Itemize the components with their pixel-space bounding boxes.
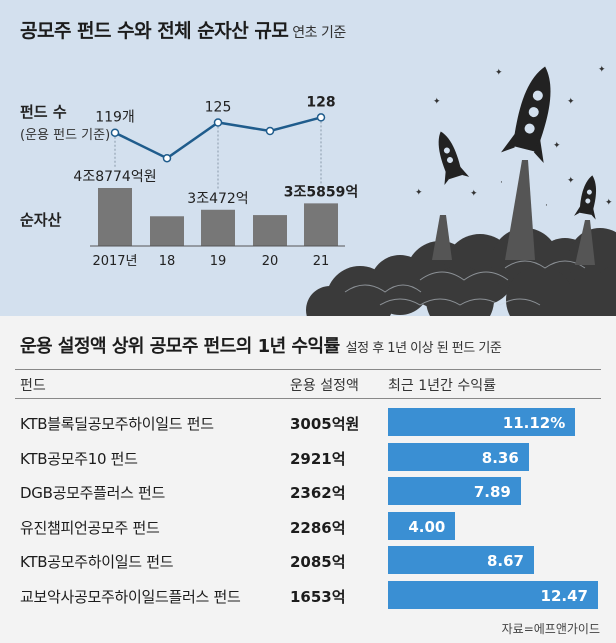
- table-title-note: 설정 후 1년 이상 된 펀드 기준: [345, 341, 502, 356]
- x-tick-label: 21: [313, 254, 330, 269]
- net-assets-value-label: 3조5859억: [284, 184, 358, 200]
- x-tick-label: 2017년: [92, 254, 137, 269]
- fund-name: KTB블록딜공모주하이일드 펀드: [20, 415, 214, 433]
- fund-count-note: (운용 펀드 기준): [20, 128, 111, 143]
- table-title-text: 운용 설정액 상위 공모주 펀드의 1년 수익률: [20, 336, 340, 357]
- return-value-label: 8.67: [486, 552, 524, 571]
- fund-amount: 2286억: [290, 518, 346, 537]
- fund-count-label: 펀드 수: [20, 103, 67, 121]
- table-row: 교보악사공모주하이일드플러스 펀드 1653억 12.47: [0, 578, 616, 612]
- svg-text:·: ·: [500, 178, 503, 188]
- svg-text:✦: ✦: [415, 188, 423, 198]
- fund-amount: 3005억원: [290, 415, 360, 433]
- fund-amount: 2921억: [290, 449, 346, 468]
- rocket-illustration: ✦ ✦ ✦ ✦ ✦ ✦ ✦ ✦ ✦ · ·: [306, 65, 616, 316]
- net-assets-value-label: 3조472억: [187, 191, 248, 207]
- svg-text:✦: ✦: [567, 176, 575, 186]
- fund-count-value-label: 125: [205, 100, 232, 116]
- net-assets-bar: [201, 209, 235, 246]
- table-row: 유진챔피언공모주 펀드 2286억 4.00: [0, 509, 616, 543]
- return-value-label: 4.00: [408, 517, 446, 536]
- table-row: KTB블록딜공모주하이일드 펀드 3005억원 11.12%: [0, 405, 616, 439]
- fund-count-point: [162, 153, 172, 163]
- return-bar: [388, 581, 598, 609]
- x-tick-label: 20: [262, 254, 279, 269]
- net-assets-bar: [253, 215, 287, 246]
- table-row: DGB공모주플러스 펀드 2362억 7.89: [0, 474, 616, 508]
- table-row: KTB공모주하이일드 펀드 2085억 8.67: [0, 543, 616, 577]
- net-assets-value-label: 4조8774억원: [73, 169, 156, 185]
- col-header-fund: 펀드: [20, 378, 46, 394]
- return-bar: [388, 511, 456, 540]
- svg-text:✦: ✦: [470, 189, 478, 199]
- fund-amount: 2362억: [290, 484, 346, 503]
- return-value-label: 12.47: [540, 587, 588, 605]
- source-note: 자료=에프앤가이드: [501, 622, 600, 636]
- col-header-amount: 운용 설정액: [290, 378, 359, 394]
- return-value-label: 7.89: [473, 483, 511, 502]
- x-tick-label: 18: [159, 254, 176, 269]
- return-bar: [388, 546, 534, 575]
- fund-count-point: [265, 126, 275, 136]
- fund-amount: 1653억: [290, 588, 346, 606]
- fund-name: KTB공모주하이일드 펀드: [20, 553, 174, 572]
- net-assets-bar: [304, 203, 338, 246]
- svg-text:✦: ✦: [598, 65, 606, 75]
- header-top-rule: [15, 369, 601, 370]
- chart-title-note: 연초 기준: [292, 25, 346, 41]
- net-assets-label: 순자산: [20, 211, 62, 229]
- fund-name: 교보악사공모주하이일드플러스 펀드: [20, 588, 241, 606]
- table-title: 운용 설정액 상위 공모주 펀드의 1년 수익률 설정 후 1년 이상 된 펀드 …: [20, 332, 502, 358]
- col-header-return: 최근 1년간 수익률: [388, 378, 496, 394]
- fund-name: KTB공모주10 펀드: [20, 449, 138, 468]
- fund-count-point: [213, 118, 223, 127]
- table-row: KTB공모주10 펀드 2921억 8.36: [0, 440, 616, 474]
- chart-title-text: 공모주 펀드 수와 전체 순자산 규모: [20, 20, 289, 42]
- return-bar: [388, 408, 576, 436]
- net-assets-bar: [98, 188, 132, 246]
- header-bottom-rule: [15, 398, 601, 399]
- svg-text:✦: ✦: [553, 141, 561, 151]
- fund-count-value-label: 119개: [95, 110, 135, 126]
- svg-text:✦: ✦: [495, 68, 503, 78]
- fund-name: 유진챔피언공모주 펀드: [20, 518, 160, 537]
- fund-count-value-label: 128: [306, 94, 335, 110]
- top-panel: 공모주 펀드 수와 전체 순자산 규모 연초 기준: [0, 0, 616, 316]
- chart-title: 공모주 펀드 수와 전체 순자산 규모 연초 기준: [20, 16, 346, 43]
- net-assets-bar: [150, 216, 184, 246]
- svg-text:✦: ✦: [433, 97, 441, 107]
- fund-count-point: [110, 128, 120, 137]
- return-bar: [388, 442, 529, 471]
- fund-name: DGB공모주플러스 펀드: [20, 484, 166, 503]
- svg-text:·: ·: [545, 201, 548, 211]
- bottom-panel: 운용 설정액 상위 공모주 펀드의 1년 수익률 설정 후 1년 이상 된 펀드 …: [0, 316, 616, 643]
- svg-text:✦: ✦: [567, 97, 575, 107]
- svg-text:✦: ✦: [605, 198, 613, 208]
- fund-amount: 2085억: [290, 553, 346, 572]
- return-value-label: 8.36: [481, 448, 519, 467]
- fund-chart: 4조8774억원 2017년 18 3조472억 19 20 3조5859억 21 119개 12…: [73, 94, 358, 269]
- fund-count-point: [316, 113, 326, 122]
- x-tick-label: 19: [210, 254, 227, 269]
- return-bar: [388, 477, 521, 506]
- return-value-label: 11.12%: [502, 414, 566, 432]
